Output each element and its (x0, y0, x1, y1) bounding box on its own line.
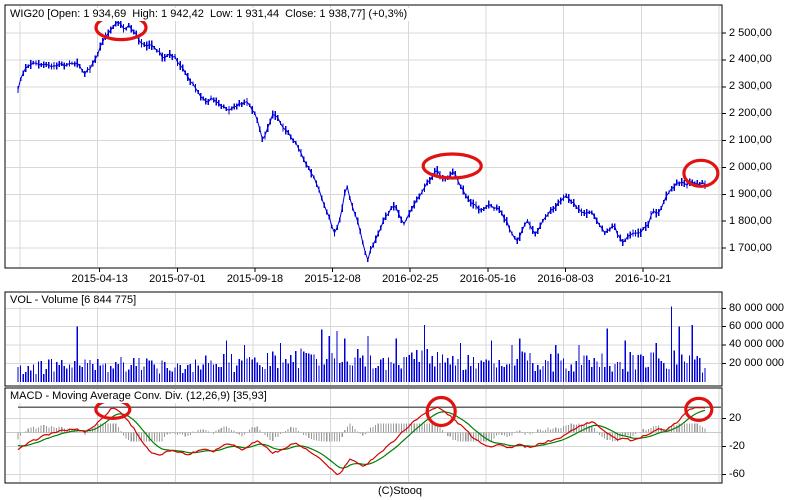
price-axis-label: 1 900,00 (729, 187, 772, 200)
price-axis-label: 1 700,00 (729, 241, 772, 254)
date-axis-label: 2016-10-21 (614, 273, 672, 285)
price-axis-label: 2 200,00 (729, 107, 772, 120)
annotation-ellipse (94, 398, 132, 420)
date-axis-label: 2016-08-03 (537, 273, 594, 285)
volume-axis-label: 20 000 000 (729, 356, 785, 369)
watermark-text: (C)Stooq (377, 485, 423, 497)
volume-axis-label: 40 000 000 (729, 338, 785, 351)
volume-axis-label: 80 000 000 (729, 301, 785, 314)
annotation-ellipse (425, 395, 457, 428)
annotation-ellipse (421, 152, 483, 180)
price-panel-title: WIG20 [Open: 1 934,69 High: 1 942,42 Low… (8, 8, 410, 21)
macd-axis-label: -20 (729, 440, 745, 452)
price-axis-label: 2 400,00 (729, 53, 772, 66)
date-axis-label: 2016-05-16 (459, 273, 516, 285)
price-axis-label: 2 300,00 (729, 80, 772, 93)
date-axis-label: 2015-12-08 (304, 273, 361, 285)
macd-axis-label: 20 (729, 412, 742, 424)
date-axis-label: 2015-04-13 (71, 273, 128, 285)
date-axis-label: 2015-09-18 (226, 273, 284, 285)
price-axis-label: 2 000,00 (729, 160, 772, 173)
macd-axis-label: -60 (729, 468, 745, 480)
volume-axis-label: 60 000 000 (729, 320, 785, 333)
date-axis-label: 2016-02-25 (382, 273, 439, 285)
price-axis-label: 2 100,00 (729, 134, 772, 146)
date-axis-label: 2015-07-01 (149, 273, 206, 285)
macd-panel-title: MACD - Moving Average Conv. Div. (12,26,… (8, 390, 269, 403)
price-axis-label: 1 800,00 (729, 214, 772, 227)
price-axis-label: 2 500,00 (729, 26, 772, 39)
annotation-ellipse (684, 396, 714, 422)
annotation-ellipse (682, 158, 720, 188)
volume-panel-title: VOL - Volume [6 844 775] (8, 294, 139, 307)
